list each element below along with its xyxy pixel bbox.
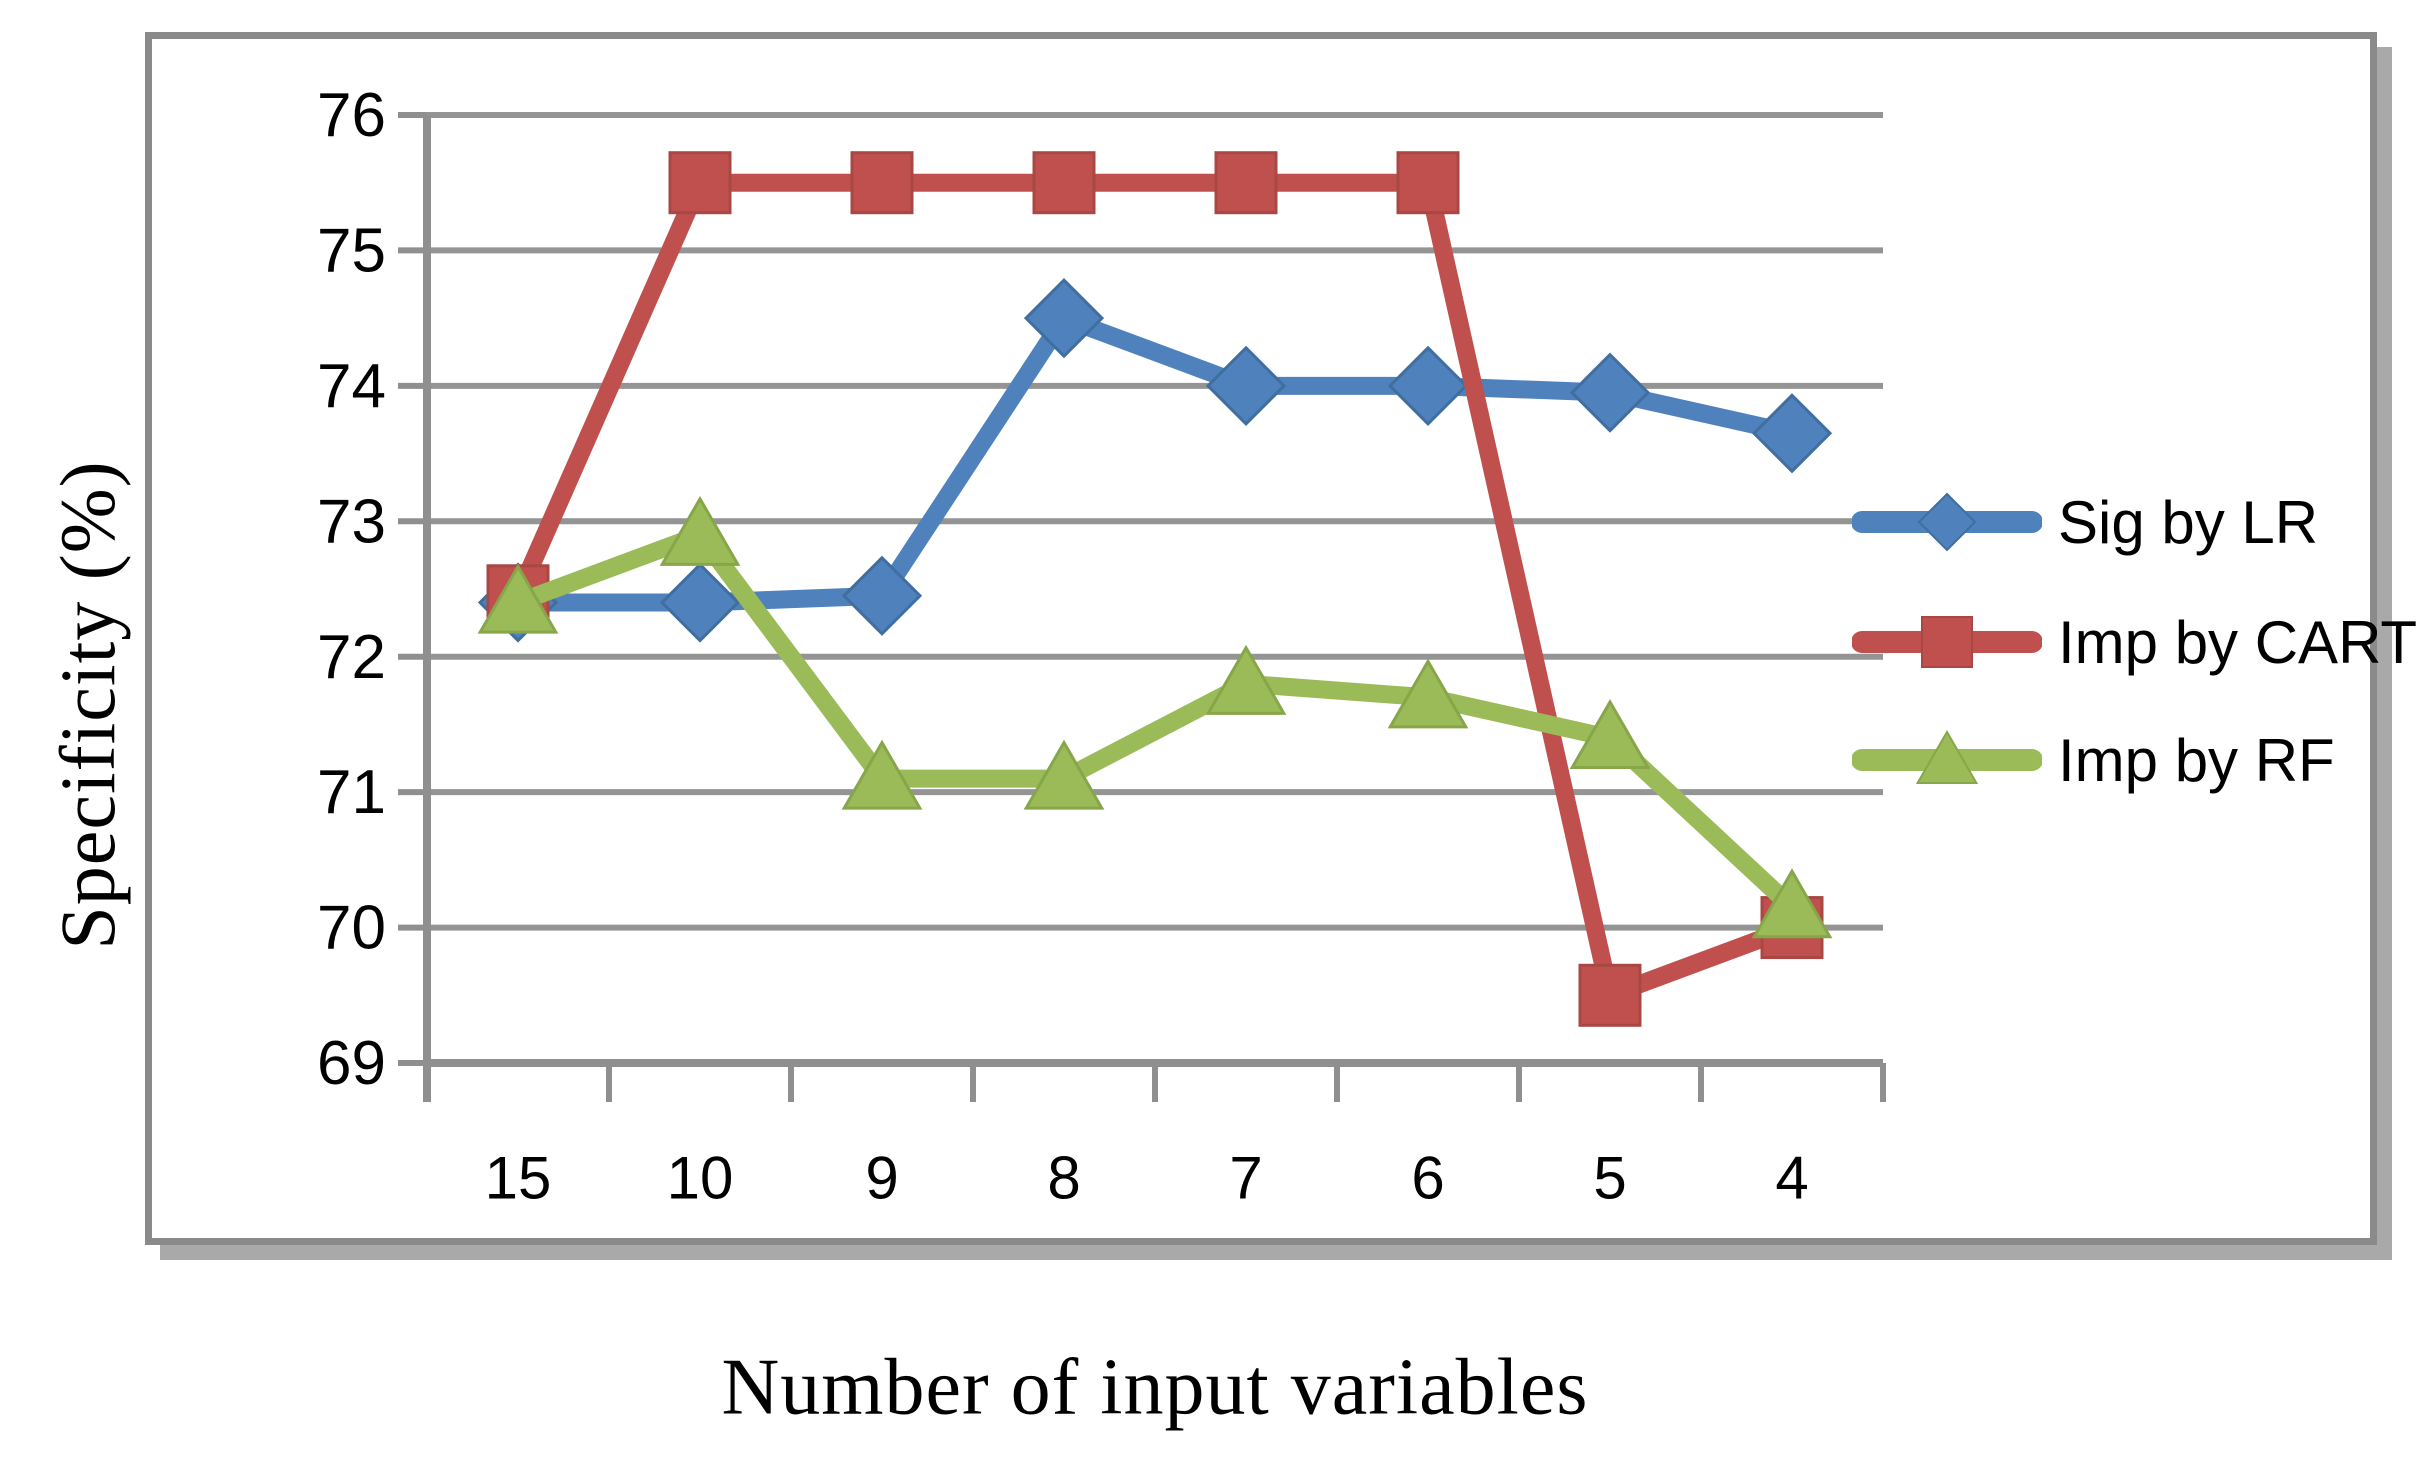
x-tick-label-4: 4 (1775, 1144, 1808, 1211)
legend-swatch-triangle (1852, 729, 2042, 784)
y-tick-label-72: 72 (317, 623, 386, 692)
diamond-icon (1917, 492, 1977, 552)
legend-swatch-square (1852, 616, 2042, 668)
y-tick-label-70: 70 (317, 894, 386, 963)
y-tick-label-73: 73 (317, 487, 386, 556)
x-tick-label-15: 15 (485, 1144, 552, 1211)
y-tick-label-69: 69 (317, 1029, 386, 1098)
diamond-marker (1023, 278, 1105, 359)
square-marker (1578, 963, 1642, 1027)
legend-label: Imp by CART (2058, 608, 2417, 676)
diamond-marker (1205, 345, 1287, 426)
x-tick-label-9: 9 (865, 1144, 898, 1211)
diamond-marker (1387, 345, 1469, 426)
y-tick-label-71: 71 (317, 758, 386, 827)
triangle-marker (841, 739, 923, 810)
triangle-marker (1205, 644, 1287, 715)
triangle-icon (1915, 729, 1979, 784)
square-marker (850, 151, 914, 215)
x-tick-label-10: 10 (667, 1144, 734, 1211)
legend-item-sig-by-lr: Sig by LR (1852, 480, 2318, 564)
legend-item-imp-by-cart: Imp by CART (1852, 600, 2417, 684)
x-tick-label-5: 5 (1593, 1144, 1626, 1211)
square-marker (668, 151, 732, 215)
legend-label: Sig by LR (2058, 488, 2319, 556)
square-marker (1214, 151, 1278, 215)
y-tick-label-75: 75 (317, 217, 386, 286)
triangle-marker (1569, 698, 1651, 769)
diamond-marker (659, 562, 741, 643)
diamond-marker (841, 555, 923, 636)
legend-swatch-diamond (1852, 492, 2042, 552)
diamond-marker (1751, 393, 1833, 474)
triangle-marker (659, 495, 741, 566)
triangle-marker (1023, 739, 1105, 810)
legend-label: Imp by RF (2058, 726, 2335, 794)
square-marker (1032, 151, 1096, 215)
series-line-imp-by-rf (509, 525, 1801, 917)
triangle-marker (477, 563, 559, 634)
square-marker (1396, 151, 1460, 215)
x-tick-label-8: 8 (1047, 1144, 1080, 1211)
y-axis-title: Specificity (%) (44, 460, 131, 950)
y-tick-label-76: 76 (317, 81, 386, 150)
x-axis-title: Number of input variables (721, 1343, 1589, 1432)
diamond-marker (1569, 352, 1651, 433)
x-tick-label-7: 7 (1229, 1144, 1262, 1211)
square-icon (1921, 616, 1973, 668)
triangle-marker (1387, 658, 1469, 729)
legend-item-imp-by-rf: Imp by RF (1852, 718, 2335, 802)
y-tick-label-74: 74 (317, 352, 386, 421)
x-tick-label-6: 6 (1411, 1144, 1444, 1211)
triangle-marker (1751, 868, 1833, 939)
